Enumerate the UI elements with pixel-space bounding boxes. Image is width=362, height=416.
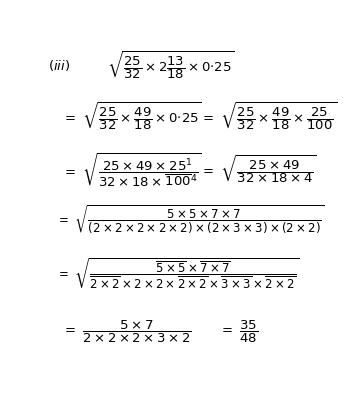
Text: $=\ \sqrt{\dfrac{25\times 49}{32\times 18\times 4}}$: $=\ \sqrt{\dfrac{25\times 49}{32\times 1… — [199, 154, 316, 186]
Text: $=\ \sqrt{\dfrac{25\times 49\times 25^{1}}{32\times 18\times \overline{100}^{4}}: $=\ \sqrt{\dfrac{25\times 49\times 25^{1… — [62, 151, 202, 188]
Text: $(iii)$: $(iii)$ — [48, 58, 70, 74]
Text: $=\ \dfrac{35}{48}$: $=\ \dfrac{35}{48}$ — [219, 319, 258, 345]
Text: $\sqrt{\dfrac{25}{32}\times 2\dfrac{13}{18}\times 0{\cdot}25}$: $\sqrt{\dfrac{25}{32}\times 2\dfrac{13}{… — [107, 50, 235, 82]
Text: $=\ \sqrt{\dfrac{25}{32}\times\dfrac{49}{18}\times 0{\cdot}25}$: $=\ \sqrt{\dfrac{25}{32}\times\dfrac{49}… — [62, 101, 202, 133]
Text: $=\ \sqrt{\dfrac{25}{32}\times\dfrac{49}{18}\times\dfrac{25}{100}}$: $=\ \sqrt{\dfrac{25}{32}\times\dfrac{49}… — [199, 101, 337, 133]
Text: $=\ \dfrac{5\times 7}{2\times2\times2\times3\times2}$: $=\ \dfrac{5\times 7}{2\times2\times2\ti… — [62, 319, 192, 345]
Text: $=\ \sqrt{\dfrac{\overline{5\times5}\times\overline{7\times7}}{\overline{2\times: $=\ \sqrt{\dfrac{\overline{5\times5}\tim… — [56, 257, 299, 291]
Text: $=\ \sqrt{\dfrac{5\times5\times7\times7}{(2\times2\times2\times2\times2)\times(2: $=\ \sqrt{\dfrac{5\times5\times7\times7}… — [56, 203, 325, 236]
